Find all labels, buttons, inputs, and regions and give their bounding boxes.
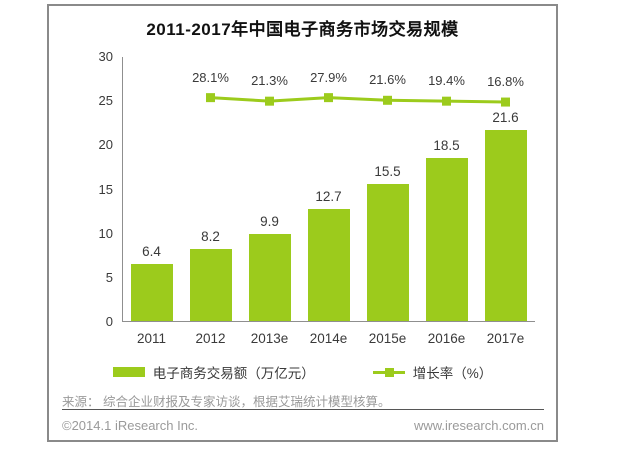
growth-point-label: 21.3% bbox=[251, 73, 288, 89]
growth-point-label: 16.8% bbox=[487, 74, 524, 90]
bar bbox=[130, 264, 173, 321]
bar bbox=[484, 130, 527, 321]
footer-bar: ©2014.1 iResearch Inc. www.iresearch.com… bbox=[62, 418, 544, 433]
bar-value-label: 8.2 bbox=[201, 228, 220, 244]
x-axis-tick-label: 2012 bbox=[195, 331, 226, 346]
bar bbox=[425, 157, 468, 321]
growth-line bbox=[206, 93, 510, 107]
y-axis-tick-label: 20 bbox=[98, 137, 113, 153]
growth-point-marker bbox=[442, 96, 451, 106]
growth-point-marker bbox=[501, 97, 510, 107]
bar-value-label: 6.4 bbox=[142, 244, 161, 260]
bar bbox=[248, 233, 291, 321]
y-axis-tick-label: 25 bbox=[98, 93, 113, 109]
bar bbox=[307, 208, 350, 321]
bar bbox=[366, 184, 409, 321]
line-swatch-icon bbox=[372, 367, 405, 377]
website-text: www.iresearch.com.cn bbox=[413, 418, 544, 433]
bar-value-label: 15.5 bbox=[374, 164, 401, 180]
y-axis-tick-label: 5 bbox=[105, 269, 113, 285]
legend-item-growth-rate: 增长率（%） bbox=[372, 362, 493, 382]
x-axis-tick-label: 2014e bbox=[309, 331, 348, 346]
chart-title: 2011-2017年中国电子商务市场交易规模 bbox=[146, 20, 459, 39]
growth-point-marker bbox=[324, 93, 333, 103]
bar bbox=[189, 248, 232, 321]
growth-point-label: 27.9% bbox=[310, 69, 347, 85]
growth-line-path bbox=[210, 96, 506, 104]
bar-value-label: 9.9 bbox=[260, 213, 279, 229]
bar-value-label: 21.6 bbox=[492, 110, 519, 126]
copyright-text: ©2014.1 iResearch Inc. bbox=[62, 418, 199, 433]
y-axis-tick-label: 30 bbox=[98, 49, 113, 64]
legend-label-growth-rate: 增长率（%） bbox=[412, 366, 493, 381]
y-axis-tick-label: 10 bbox=[98, 225, 113, 241]
x-axis-line bbox=[122, 321, 535, 322]
chart-card: 2011-2017年中国电子商务市场交易规模 30 25 20 15 10 5 0 6.4 8… bbox=[47, 4, 558, 442]
growth-point-label: 19.4% bbox=[428, 73, 465, 89]
y-axis-line bbox=[122, 57, 123, 322]
y-axis-tick-label: 0 bbox=[105, 314, 113, 329]
x-axis-tick-label: 2017e bbox=[486, 331, 525, 346]
footer-divider bbox=[62, 409, 544, 410]
x-axis-tick-label: 2016e bbox=[427, 331, 466, 346]
growth-point-label: 28.1% bbox=[192, 69, 229, 85]
growth-point-label: 21.6% bbox=[369, 72, 406, 88]
x-axis-tick-label: 2013e bbox=[250, 331, 289, 346]
bar-swatch-icon bbox=[112, 367, 145, 377]
growth-point-marker bbox=[383, 95, 392, 105]
x-axis-tick-label: 2011 bbox=[136, 331, 167, 346]
x-axis-tick-label: 2015e bbox=[368, 331, 407, 346]
legend: 电子商务交易额（万亿元） 增长率（%） bbox=[49, 362, 556, 382]
growth-point-marker bbox=[265, 96, 274, 106]
plot-area: 6.4 8.2 9.9 12.7 15.5 18.5 21.6 28.1% 21.3% 27.9%… bbox=[122, 57, 535, 322]
growth-point-marker bbox=[206, 93, 215, 103]
source-note: 来源： 综合企业财报及专家访谈，根据艾瑞统计模型核算。 bbox=[62, 395, 391, 409]
y-axis-tick-label: 15 bbox=[98, 181, 113, 197]
bar-value-label: 12.7 bbox=[315, 188, 342, 204]
legend-item-transaction-volume: 电子商务交易额（万亿元） bbox=[112, 362, 315, 382]
legend-label-transaction-volume: 电子商务交易额（万亿元） bbox=[152, 366, 315, 381]
bar-value-label: 18.5 bbox=[433, 137, 460, 153]
